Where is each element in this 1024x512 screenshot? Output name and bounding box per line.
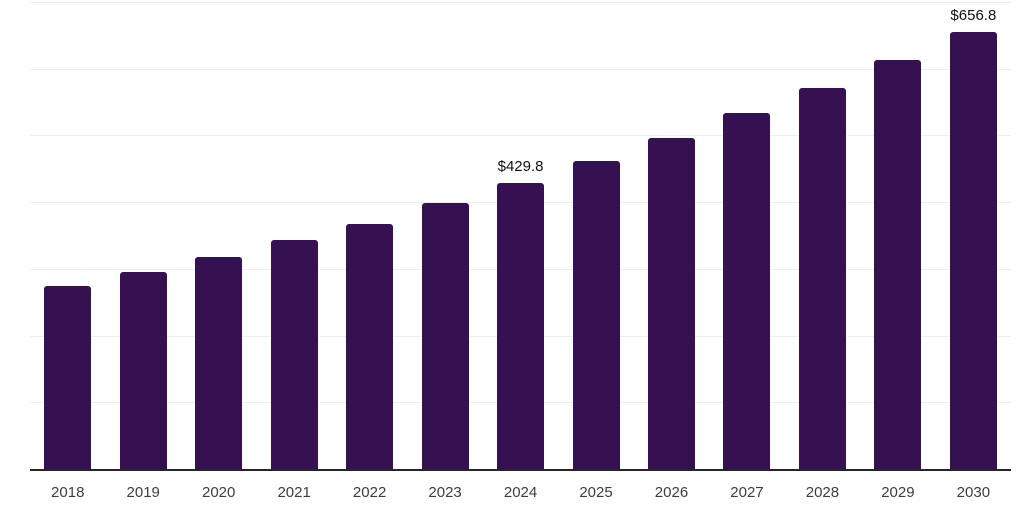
- bar-2028[interactable]: [798, 88, 846, 470]
- bar-2026[interactable]: [647, 138, 695, 470]
- bar-2022[interactable]: [346, 224, 394, 470]
- gridline-500: [30, 135, 1011, 136]
- bar-slot-2025: [558, 0, 633, 470]
- bar-slot-2020: [181, 0, 256, 470]
- bar-slot-2023: [407, 0, 482, 470]
- x-tick-2027: 2027: [730, 484, 764, 501]
- bar-slot-2029: [860, 0, 935, 470]
- x-tick-2018: 2018: [51, 484, 85, 501]
- x-tick-2024: 2024: [503, 484, 538, 501]
- bar-2019[interactable]: [119, 272, 167, 470]
- x-tick-2030: 2030: [956, 484, 991, 501]
- x-axis: 2018 2019 2020 2021 2022 2023 2024 2025 2026 2027…: [30, 484, 1011, 502]
- x-tick-2021: 2021: [277, 484, 311, 501]
- bars-row: $429.8 $656.8: [30, 0, 1011, 470]
- x-tick-2025: 2025: [579, 484, 613, 501]
- bar-2024[interactable]: [497, 183, 545, 470]
- x-tick-2022: 2022: [352, 484, 387, 501]
- gridline-600: [30, 69, 1011, 70]
- bar-2029[interactable]: [874, 60, 922, 470]
- bar-slot-2018: [30, 0, 105, 470]
- value-label-2030: $656.8: [950, 7, 997, 24]
- bar-slot-2027: [709, 0, 784, 470]
- bar-slot-2030: $656.8: [936, 0, 1011, 470]
- bar-slot-2021: [256, 0, 331, 470]
- bar-slot-2024: $429.8: [483, 0, 558, 470]
- bar-slot-2028: [785, 0, 860, 470]
- value-label-2024: $429.8: [497, 158, 544, 175]
- bar-slot-2022: [332, 0, 407, 470]
- bar-slot-2019: [105, 0, 180, 470]
- bar-2023[interactable]: [421, 203, 469, 470]
- plot-area: $429.8 $656.8: [30, 0, 1011, 470]
- x-axis-line: [30, 469, 1011, 471]
- x-tick-2028: 2028: [805, 484, 840, 501]
- bar-2021[interactable]: [270, 240, 318, 470]
- x-tick-2020: 2020: [201, 484, 236, 501]
- x-tick-2026: 2026: [654, 484, 689, 501]
- bar-2018[interactable]: [44, 286, 92, 470]
- gridline-700: [30, 2, 1011, 3]
- x-tick-2023: 2023: [428, 484, 462, 501]
- x-tick-2029: 2029: [881, 484, 915, 501]
- bar-2030[interactable]: [949, 32, 997, 470]
- bar-2020[interactable]: [195, 257, 243, 470]
- bar-2027[interactable]: [723, 113, 771, 470]
- bar-2025[interactable]: [572, 161, 620, 470]
- bar-slot-2026: [634, 0, 709, 470]
- x-tick-2019: 2019: [126, 484, 160, 501]
